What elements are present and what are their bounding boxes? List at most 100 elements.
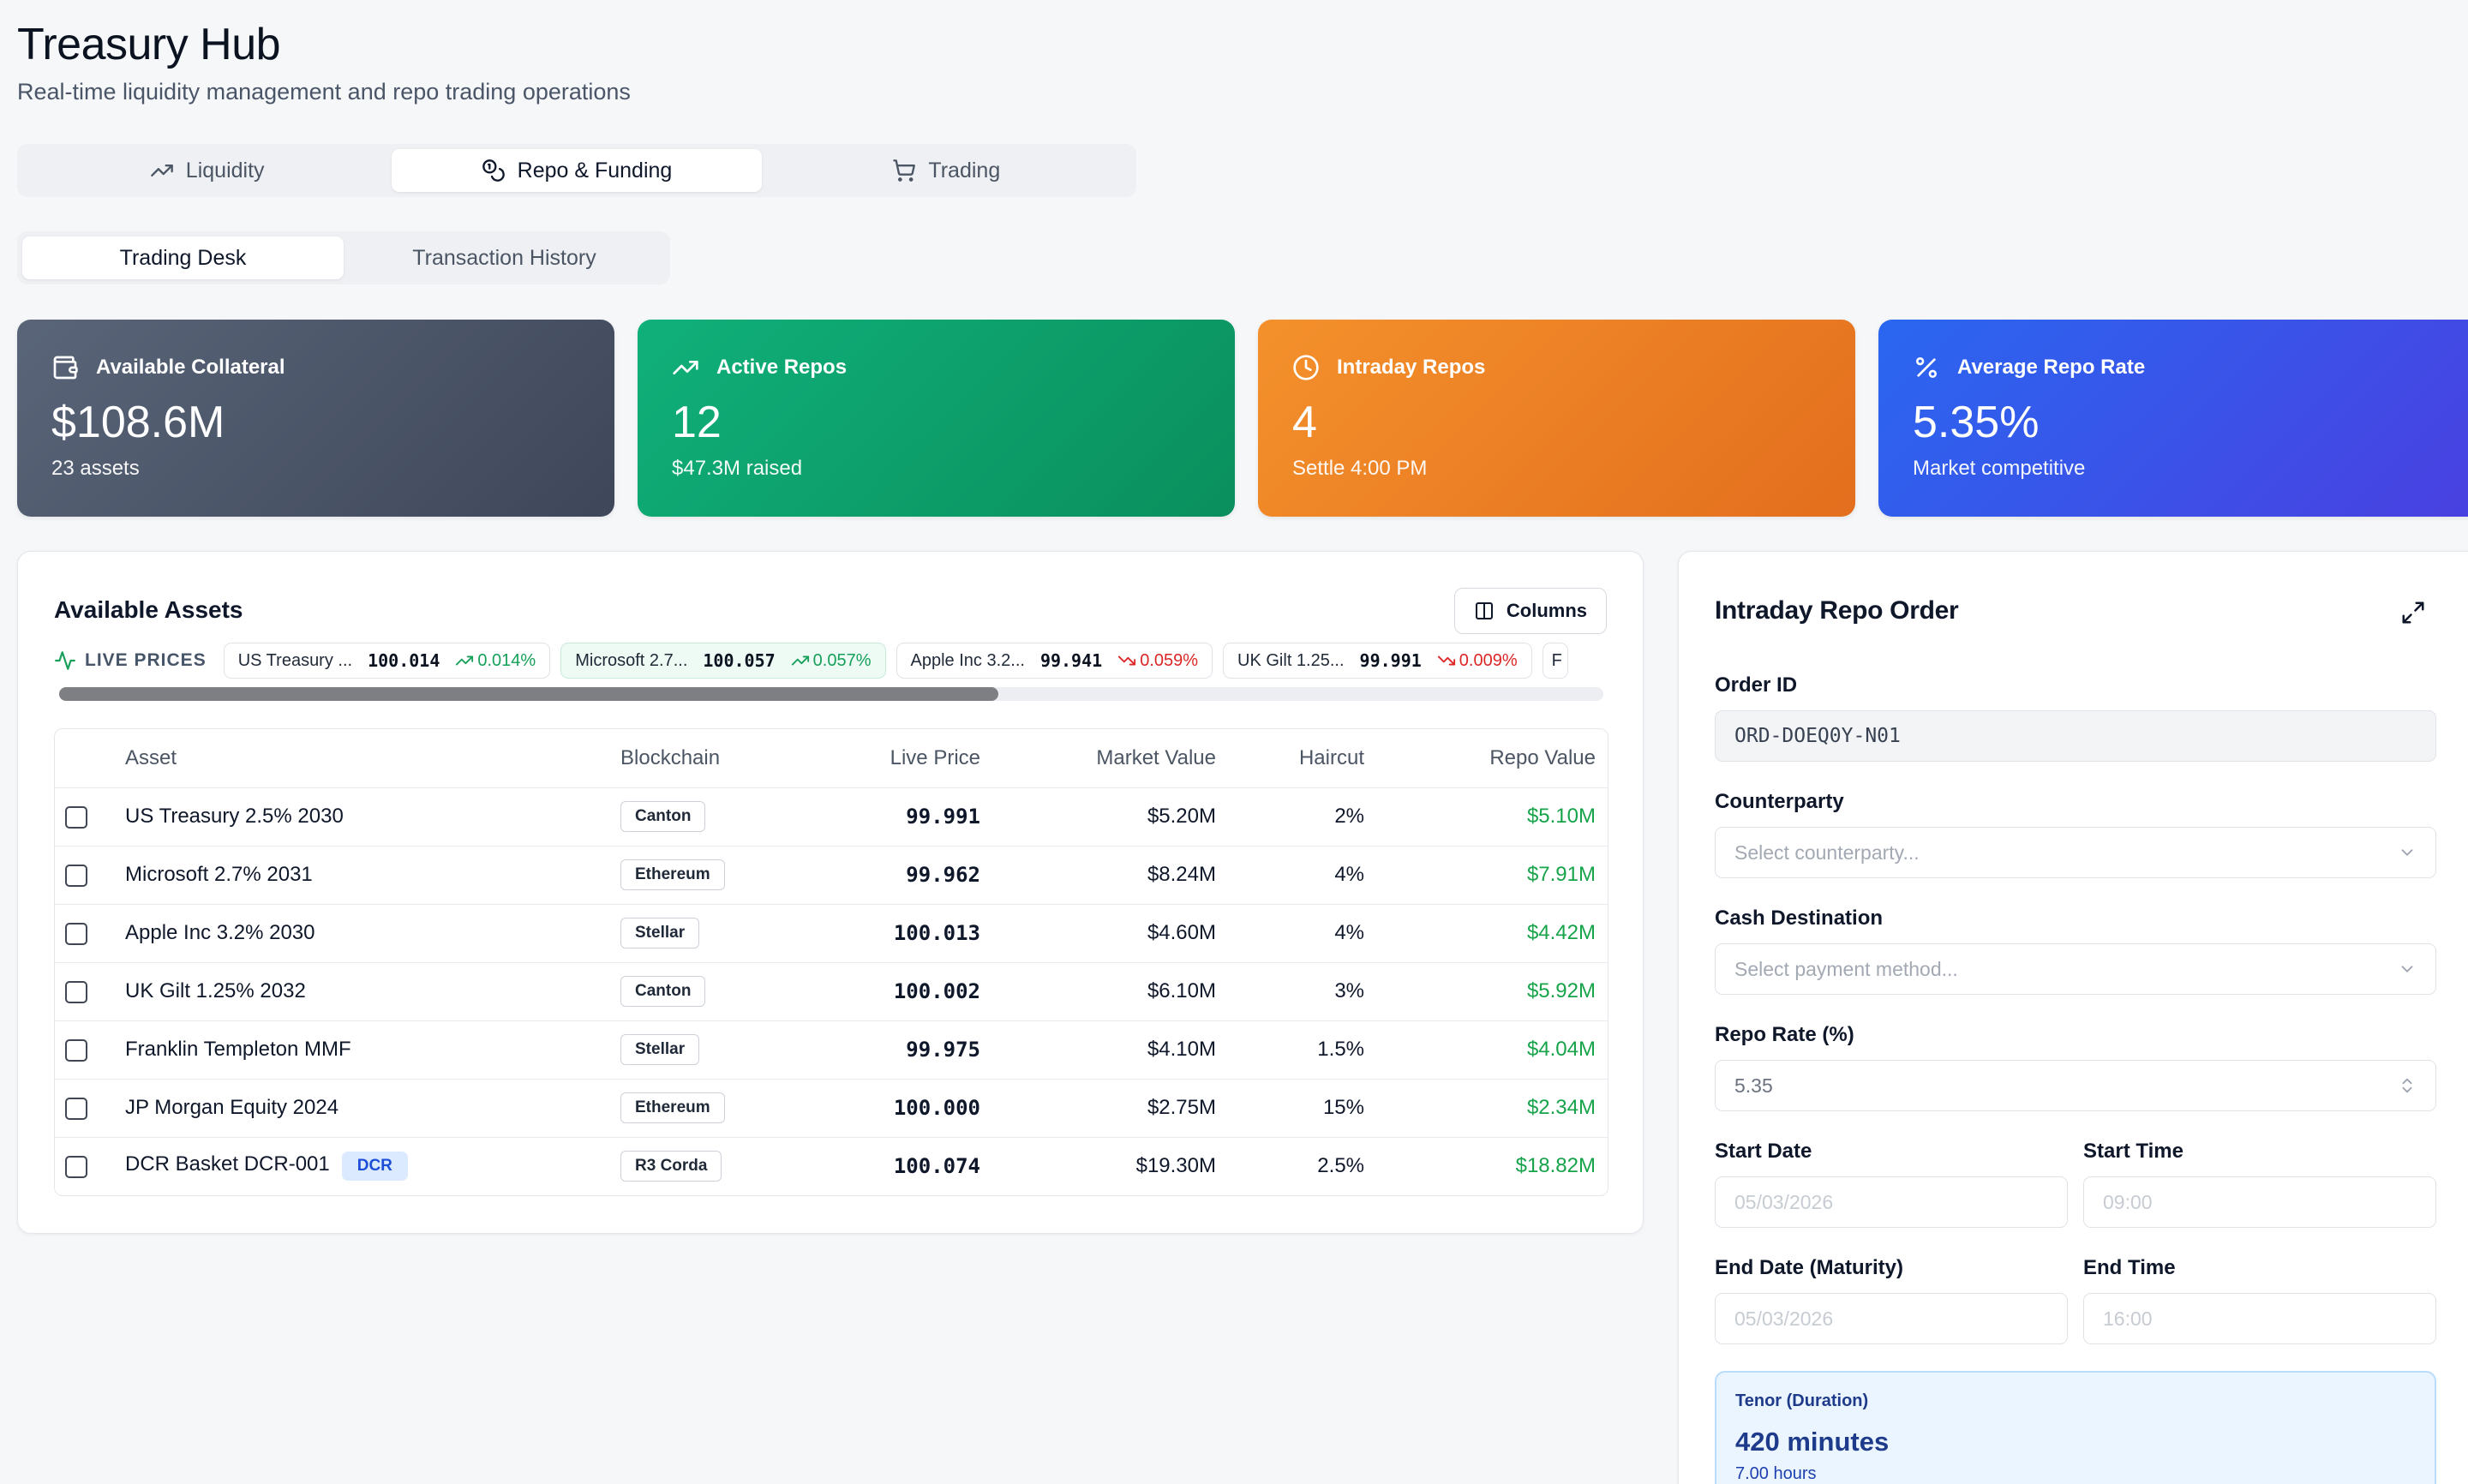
ticker-price: 99.991 [1359,650,1422,671]
tab-repo-funding[interactable]: Repo & Funding [392,149,762,192]
repo-rate-input[interactable]: 5.35 [1715,1060,2436,1111]
ticker-price: 100.014 [368,650,440,671]
tab-transaction-history[interactable]: Transaction History [412,245,596,270]
end-date-label: End Date (Maturity) [1715,1256,1904,1279]
table-row[interactable]: US Treasury 2.5% 2030 Canton 99.991 $5.2… [55,787,1608,846]
end-time-value: 16:00 [2103,1307,2153,1330]
table-row[interactable]: Apple Inc 3.2% 2030 Stellar 100.013 $4.6… [55,904,1608,962]
live-price: 100.000 [893,1096,980,1120]
expand-icon[interactable] [2400,600,2426,625]
start-time-value: 09:00 [2103,1190,2153,1213]
row-checkbox[interactable] [65,805,87,829]
ticker-change: 0.057% [791,651,872,671]
tab-liquidity[interactable]: Liquidity [22,149,392,192]
row-checkbox[interactable] [65,922,87,945]
end-time-input[interactable]: 16:00 [2083,1293,2436,1344]
sub-tabs: Trading Desk Transaction History [17,231,670,284]
assets-title: Available Assets [54,596,243,623]
table-header-row: Asset Blockchain Live Price Market Value… [55,729,1608,787]
trending-up-icon [150,165,173,177]
asset-name: Apple Inc 3.2% 2030 [125,921,315,944]
available-assets-panel: Available Assets Columns LIVE PRICES US … [17,551,1644,1234]
ticker-change: 0.009% [1437,651,1518,671]
trending-up-icon [456,655,474,666]
asset-name: Microsoft 2.7% 2031 [125,863,313,886]
ticker-scrollbar-thumb[interactable] [59,687,998,701]
ticker-chip[interactable]: Microsoft 2.7... 100.057 0.057% [560,643,886,679]
stat-card-active-repos: Active Repos 12 $47.3M raised [638,320,1235,517]
header-haircut[interactable]: Haircut [1298,745,1364,769]
ticker-change: 0.014% [455,651,536,671]
start-date-input[interactable]: 05/03/2026 [1715,1176,2068,1228]
stat-title: Intraday Repos [1337,356,1486,379]
blockchain-badge: Canton [620,976,706,1007]
stat-title: Active Repos [716,356,848,379]
market-value: $4.60M [1147,921,1216,944]
live-price: 99.991 [906,805,980,829]
stat-title: Average Repo Rate [1957,356,2146,379]
header-live-price[interactable]: Live Price [890,745,980,769]
start-time-input[interactable]: 09:00 [2083,1176,2436,1228]
start-time-label: Start Time [2083,1140,2183,1163]
live-prices-text: LIVE PRICES [85,650,207,670]
ticker-chip[interactable]: US Treasury ... 100.014 0.014% [223,643,551,679]
ticker-scrollbar[interactable] [59,687,1603,701]
repo-value: $18.82M [1515,1154,1596,1178]
cart-icon [893,159,916,182]
end-date-input[interactable]: 05/03/2026 [1715,1293,2068,1344]
asset-cell: DCR Basket DCR-001 DCR [125,1137,620,1195]
columns-button[interactable]: Columns [1453,588,1607,634]
tab-repo-funding-label: Repo & Funding [517,158,673,183]
row-checkbox[interactable] [65,980,87,1003]
haircut: 3% [1334,979,1364,1002]
ticker-change-value: 0.059% [1140,650,1199,670]
page-subtitle: Real-time liquidity management and repo … [17,79,631,105]
ticker-chip[interactable]: F [1542,643,1568,679]
table-row[interactable]: UK Gilt 1.25% 2032 Canton 100.002 $6.10M… [55,962,1608,1020]
ticker-change-value: 0.014% [477,650,536,670]
market-value: $2.75M [1147,1096,1216,1119]
cash-destination-select[interactable]: Select payment method... [1715,943,2436,995]
activity-icon [55,651,75,670]
tab-trading-desk[interactable]: Trading Desk [22,236,344,279]
live-price-ticker[interactable]: LIVE PRICES US Treasury ... 100.014 0.01… [54,642,1608,679]
counterparty-select[interactable]: Select counterparty... [1715,827,2436,878]
stat-card-collateral: Available Collateral $108.6M 23 assets [17,320,614,517]
columns-icon [1475,602,1493,619]
header-select [55,729,125,787]
tab-trading[interactable]: Trading [762,149,1131,192]
header-asset[interactable]: Asset [125,745,177,769]
blockchain-badge: Ethereum [620,859,725,890]
row-checkbox[interactable] [65,1097,87,1120]
tenor-box: Tenor (Duration) 420 minutes 7.00 hours [1715,1371,2436,1484]
dcr-tag: DCR [341,1152,408,1182]
tenor-value: 420 minutes [1735,1427,1890,1457]
stat-value: 4 [1292,398,1317,447]
cash-destination-label: Cash Destination [1715,907,1884,930]
row-checkbox[interactable] [65,1155,87,1178]
table-row[interactable]: DCR Basket DCR-001 DCR R3 Corda 100.074 $… [55,1137,1608,1195]
haircut: 4% [1334,921,1364,944]
trending-up-icon [791,655,809,666]
asset-name: DCR Basket DCR-001 [125,1152,330,1176]
blockchain-badge: Stellar [620,918,700,948]
page-title: Treasury Hub [17,20,281,69]
header-repo-value[interactable]: Repo Value [1489,745,1596,769]
table-row[interactable]: JP Morgan Equity 2024 Ethereum 100.000 $… [55,1079,1608,1137]
assets-table: Asset Blockchain Live Price Market Value… [54,728,1608,1196]
counterparty-placeholder: Select counterparty... [1734,841,1920,864]
row-checkbox[interactable] [65,864,87,887]
blockchain-badge: Ethereum [620,1092,725,1123]
ticker-name: US Treasury ... [237,650,353,670]
table-row[interactable]: Microsoft 2.7% 2031 Ethereum 99.962 $8.2… [55,846,1608,904]
table-row[interactable]: Franklin Templeton MMF Stellar 99.975 $4… [55,1020,1608,1079]
header-market-value[interactable]: Market Value [1096,745,1216,769]
header-blockchain[interactable]: Blockchain [620,745,721,769]
ticker-chip[interactable]: UK Gilt 1.25... 99.991 0.009% [1223,643,1532,679]
ticker-chip[interactable]: Apple Inc 3.2... 99.941 0.059% [896,643,1213,679]
blockchain-badge: Stellar [620,1034,700,1065]
stepper-icon[interactable] [2398,1076,2417,1095]
live-price: 100.002 [893,979,980,1003]
row-checkbox[interactable] [65,1038,87,1062]
order-title: Intraday Repo Order [1715,596,1959,625]
